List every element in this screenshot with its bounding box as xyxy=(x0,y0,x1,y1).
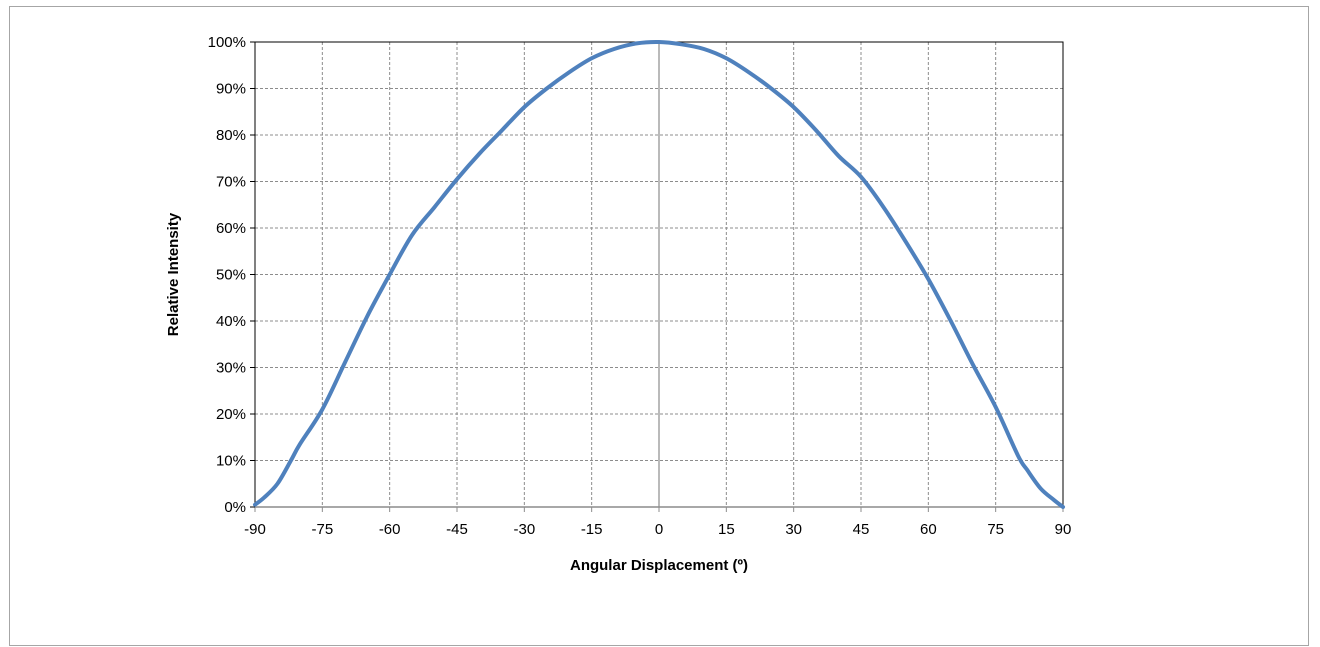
y-tick-label: 0% xyxy=(224,499,246,516)
series-layer xyxy=(253,39,1065,509)
x-tick-label: -60 xyxy=(379,521,401,538)
axis-layer xyxy=(250,41,1064,512)
x-tick-label: -90 xyxy=(244,521,266,538)
y-tick-label: 30% xyxy=(216,360,246,377)
y-axis-title: Relative Intensity xyxy=(165,212,182,336)
y-tick-label: 100% xyxy=(208,34,246,51)
y-tick-label: 80% xyxy=(216,127,246,144)
x-tick-label: 60 xyxy=(920,521,937,538)
y-tick-label: 50% xyxy=(216,267,246,284)
series-line xyxy=(253,39,1065,509)
x-tick-label: -15 xyxy=(581,521,603,538)
tick-label-layer: 0% 10% 20% 30% 40% 50% 60% 70% 80% 90% 100% -90 -75 -… xyxy=(208,34,1072,538)
x-tick-label: -45 xyxy=(446,521,468,538)
x-tick-label: 30 xyxy=(785,521,802,538)
y-tick-label: 40% xyxy=(216,313,246,330)
x-tick-label: 45 xyxy=(853,521,870,538)
x-tick-label: 0 xyxy=(655,521,663,538)
y-tick-label: 10% xyxy=(216,453,246,470)
x-tick-label: -75 xyxy=(311,521,333,538)
x-tick-label: 15 xyxy=(718,521,735,538)
grid-layer xyxy=(255,41,1063,507)
line-chart: 0% 10% 20% 30% 40% 50% 60% 70% 80% 90% 100% -90 -75 -… xyxy=(165,34,1072,574)
y-tick-label: 70% xyxy=(216,174,246,191)
y-tick-label: 90% xyxy=(216,81,246,98)
x-tick-label: 75 xyxy=(987,521,1004,538)
y-tick-label: 60% xyxy=(216,220,246,237)
chart-frame: 0% 10% 20% 30% 40% 50% 60% 70% 80% 90% 100% -90 -75 -… xyxy=(9,6,1309,646)
x-tick-label: 90 xyxy=(1055,521,1072,538)
y-tick-label: 20% xyxy=(216,406,246,423)
x-tick-label: -30 xyxy=(513,521,535,538)
x-axis-title: Angular Displacement (º) xyxy=(570,557,748,574)
